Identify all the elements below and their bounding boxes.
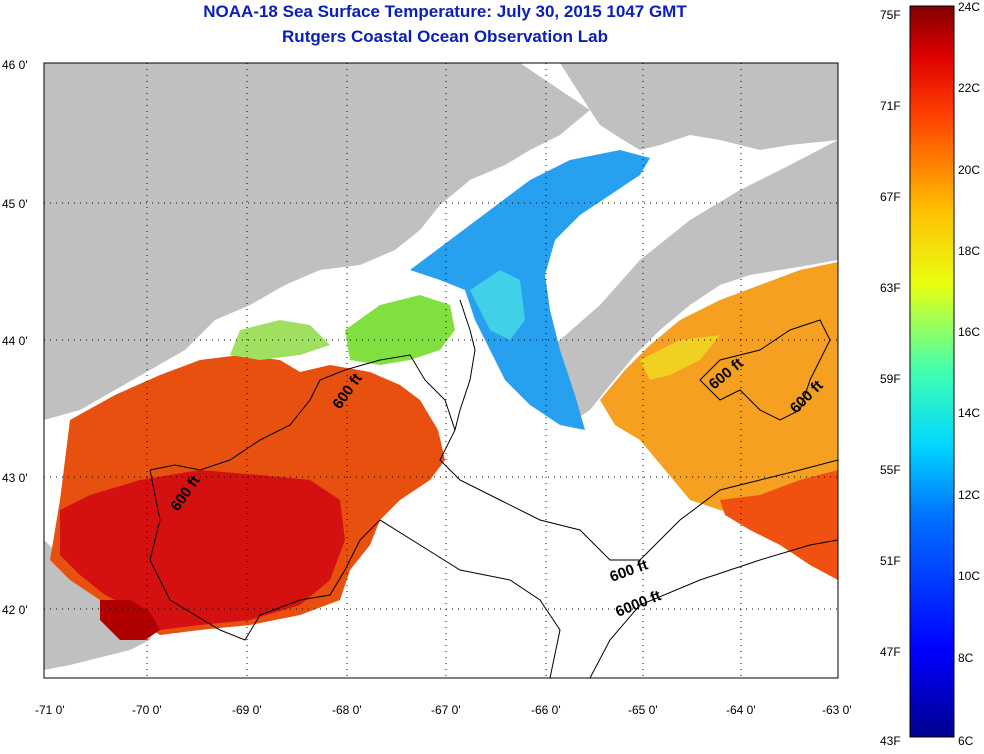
- colorbar-c-label: 6C: [958, 734, 974, 748]
- plot-frame: [43, 62, 839, 679]
- lat-label: 46 0': [2, 58, 28, 72]
- bathymetry-contours: [149, 299, 838, 678]
- sst-scotian-yellow: [640, 335, 720, 380]
- sst-coastal-green: [230, 320, 330, 360]
- colorbar-f-label: 47F: [880, 645, 901, 659]
- colorbar-c-label: 20C: [958, 163, 981, 177]
- lat-label: 44 0': [2, 334, 28, 348]
- lat-label: 42 0': [2, 603, 28, 617]
- sst-coastal-cool: [345, 295, 455, 365]
- sst-cape-cod-hot: [100, 600, 160, 640]
- colorbar-c-label: 12C: [958, 488, 981, 502]
- colorbar-f-label: 43F: [880, 734, 901, 748]
- colorbar-c-label: 22C: [958, 81, 981, 95]
- colorbar-c-label: 8C: [958, 651, 974, 665]
- lon-label: -65 0': [628, 703, 658, 717]
- lon-label: -69 0': [232, 703, 262, 717]
- sst-scotian-shelf-red: [720, 470, 838, 580]
- colorbar-f-label: 59F: [880, 372, 901, 386]
- sst-fundy-mouth-cyan: [470, 270, 525, 340]
- colorbar-f-label: 67F: [880, 190, 901, 204]
- map-subtitle: Rutgers Coastal Ocean Observation Lab: [282, 27, 608, 46]
- lon-label: -68 0': [332, 703, 362, 717]
- land-new-brunswick: [560, 63, 838, 150]
- sst-bay-of-fundy-blue: [410, 150, 650, 430]
- lat-label: 43 0': [2, 471, 28, 485]
- colorbar-c-label: 18C: [958, 244, 981, 258]
- colorbar-f-label: 51F: [880, 554, 901, 568]
- land-nova-scotia: [535, 140, 838, 420]
- map-title: NOAA-18 Sea Surface Temperature: July 30…: [203, 2, 687, 21]
- sst-gulf-of-maine-hot: [60, 470, 345, 630]
- graticule: [44, 63, 838, 678]
- colorbar-c-label: 10C: [958, 569, 981, 583]
- colorbar-f-label: 63F: [880, 281, 901, 295]
- colorbar-f-label: 75F: [880, 8, 901, 22]
- colorbar-c-label: 16C: [958, 325, 981, 339]
- lon-label: -64 0': [726, 703, 756, 717]
- lat-label: 45 0': [2, 197, 28, 211]
- colorbar-c-label: 14C: [958, 406, 981, 420]
- colorbar-c-label: 24C: [958, 0, 981, 14]
- colorbar-f-label: 55F: [880, 463, 901, 477]
- lon-label: -63 0': [822, 703, 852, 717]
- land-maine: [44, 63, 590, 420]
- lon-label: -67 0': [431, 703, 461, 717]
- lon-label: -71 0': [35, 703, 65, 717]
- sst-scotian-shelf-orange: [600, 262, 838, 520]
- colorbar-f-label: 71F: [880, 99, 901, 113]
- colorbar: [909, 5, 955, 738]
- lon-label: -66 0': [531, 703, 561, 717]
- lon-label: -70 0': [132, 703, 162, 717]
